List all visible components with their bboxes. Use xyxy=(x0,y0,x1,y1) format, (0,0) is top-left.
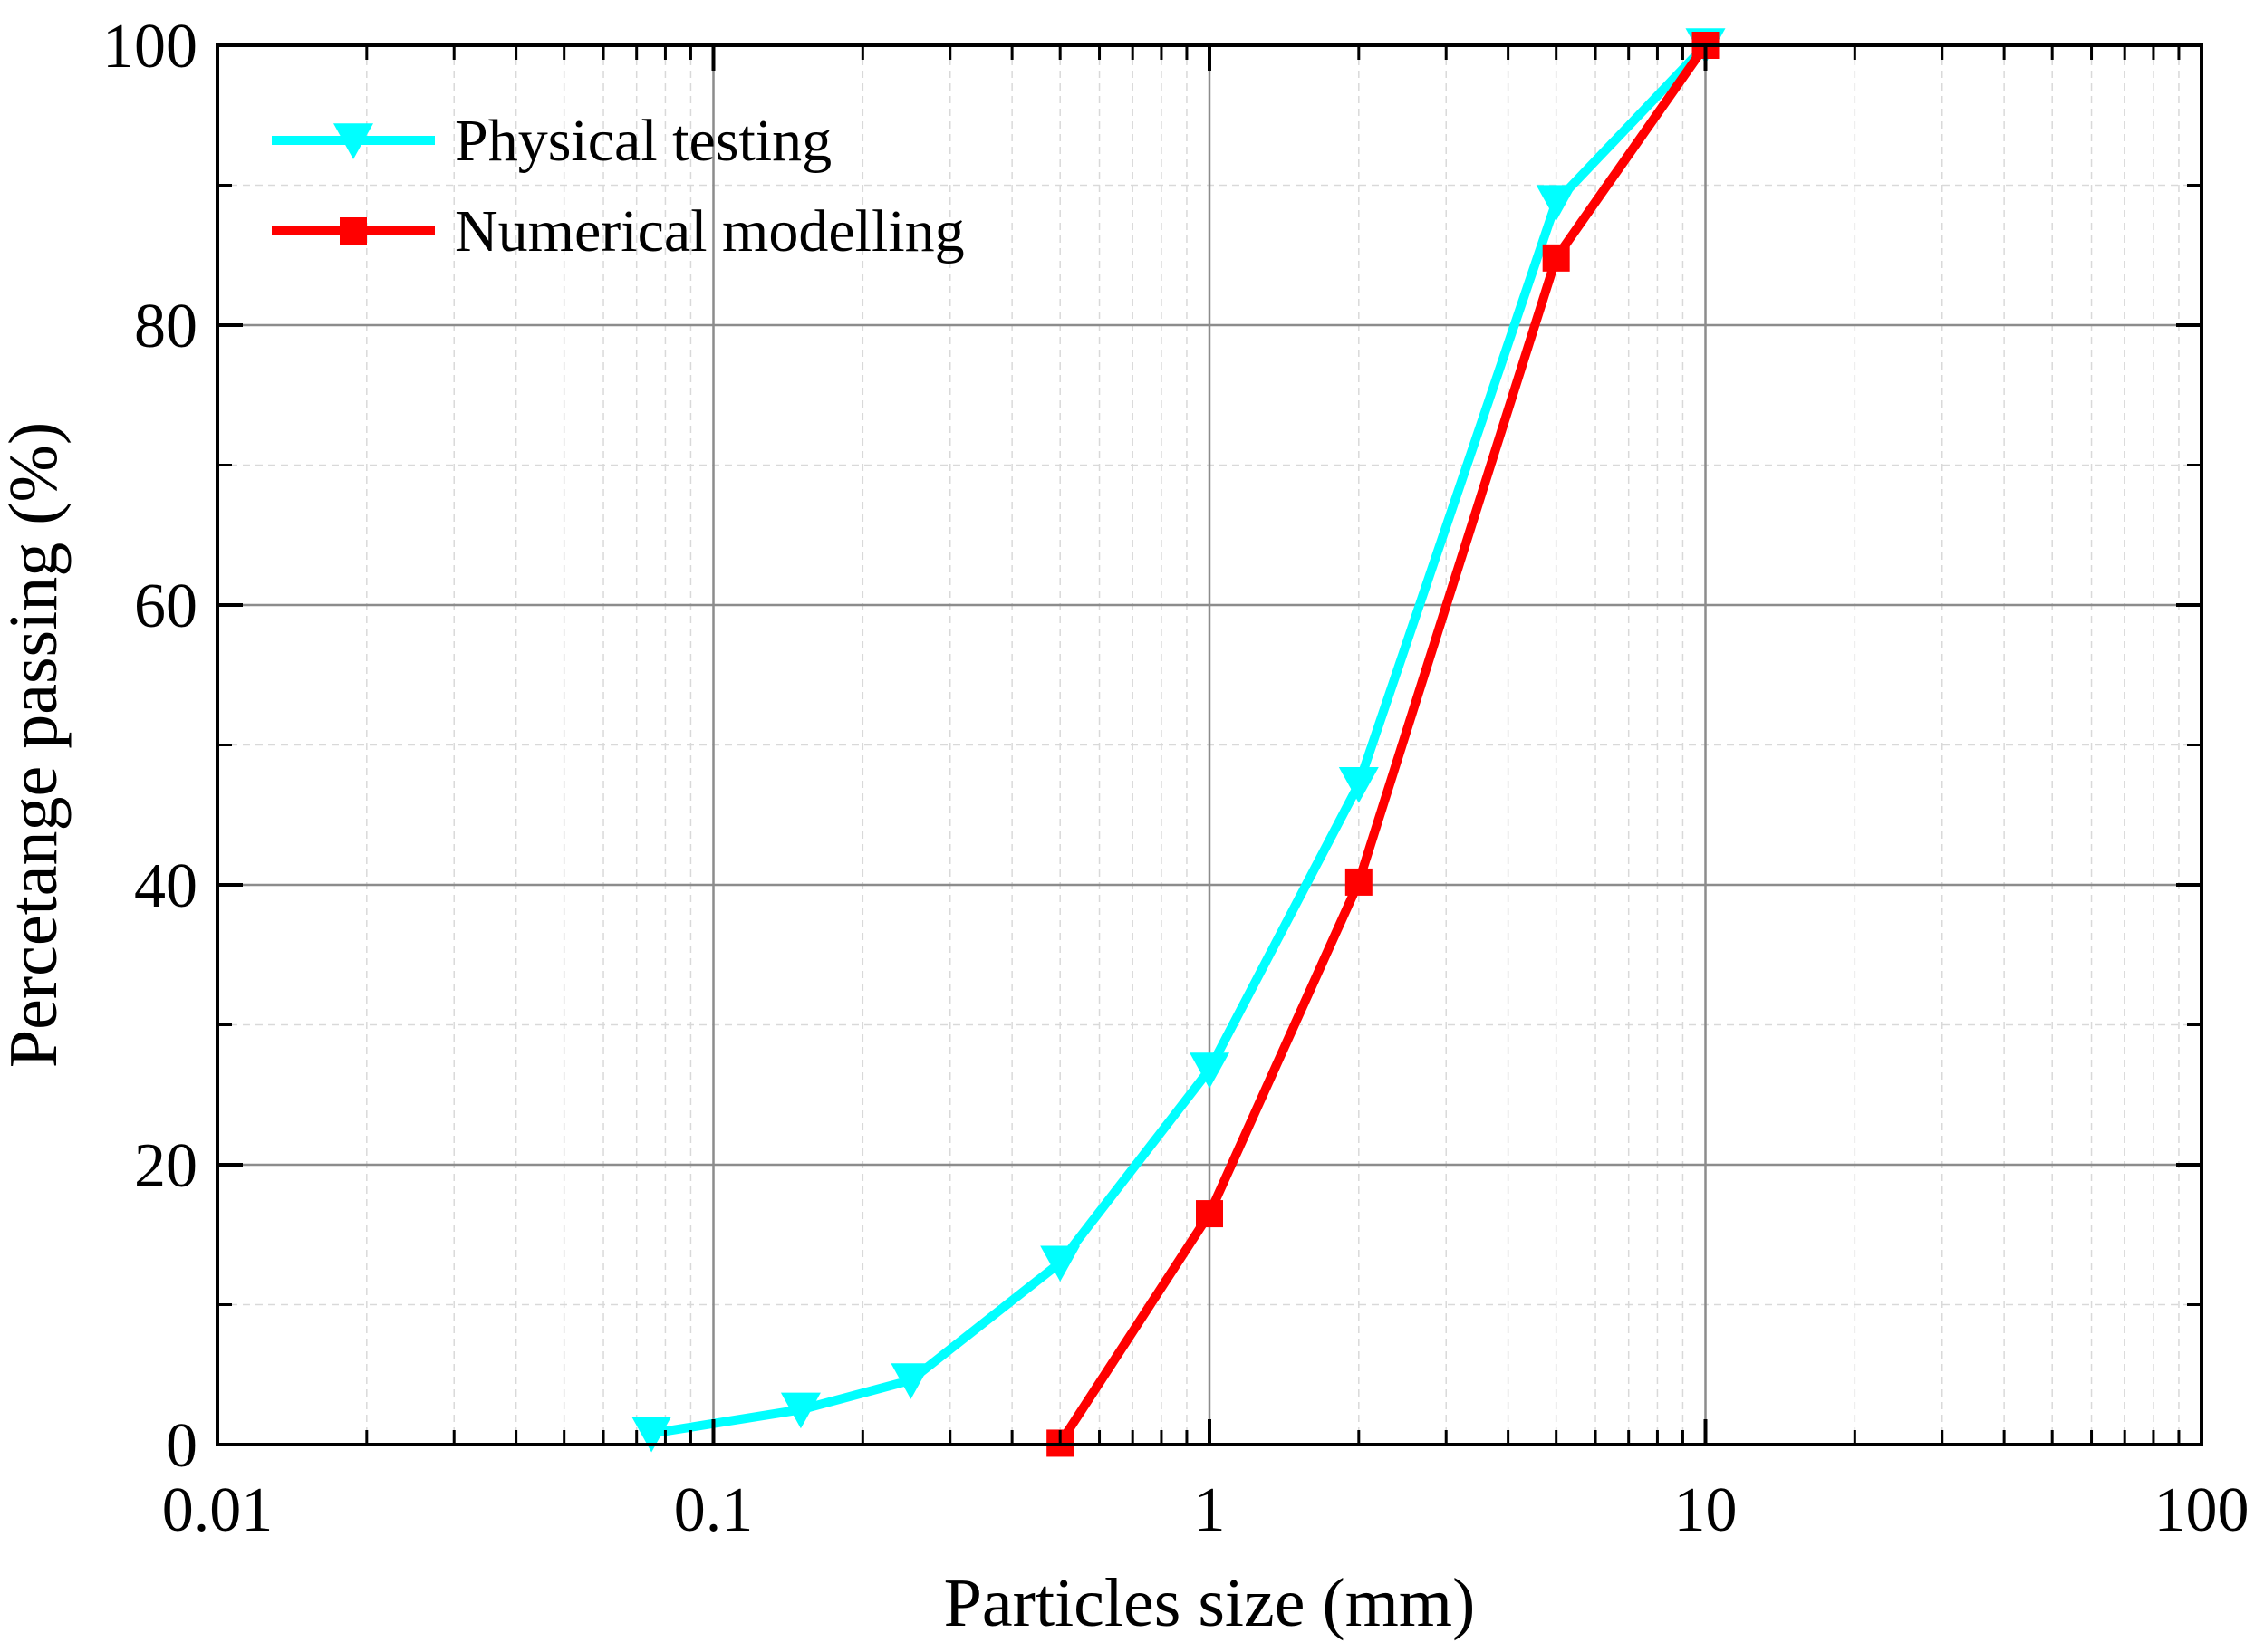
legend-marker xyxy=(333,123,373,159)
data-point xyxy=(891,1363,931,1399)
data-point xyxy=(1338,767,1379,803)
x-tick-label: 0.1 xyxy=(674,1475,754,1545)
legend: Physical testing Numerical modelling xyxy=(272,108,965,264)
x-tick-label: 1 xyxy=(1194,1475,1226,1545)
major-grid xyxy=(217,45,2201,1445)
legend-item: Physical testing xyxy=(272,108,832,174)
series-line xyxy=(1055,43,1710,1446)
y-tick-label: 60 xyxy=(134,571,197,641)
y-axis-title: Percetange passing (%) xyxy=(0,422,72,1068)
series-line xyxy=(650,42,1710,1438)
y-tick-label: 80 xyxy=(134,292,197,361)
tick-labels: 0.01 0.1 1 10 100 0 20 40 60 80 100 xyxy=(102,12,2250,1545)
y-tick-label: 40 xyxy=(134,851,197,921)
legend-label: Numerical modelling xyxy=(455,198,965,264)
y-tick-label: 100 xyxy=(102,12,197,82)
legend-marker xyxy=(340,217,367,245)
data-point xyxy=(1040,1245,1081,1282)
data-point xyxy=(1196,1200,1223,1228)
data-point xyxy=(631,1416,672,1453)
data-point xyxy=(1344,868,1373,896)
legend-label: Physical testing xyxy=(455,108,832,174)
x-axis-title: Particles size (mm) xyxy=(944,1565,1476,1641)
legend-item: Numerical modelling xyxy=(272,198,965,264)
series-numerical-modelling xyxy=(1046,32,1720,1457)
x-tick-label: 0.01 xyxy=(162,1475,274,1545)
y-tick-label: 0 xyxy=(166,1411,197,1481)
series-layer xyxy=(631,28,1726,1457)
data-point xyxy=(1542,244,1570,272)
x-tick-label: 100 xyxy=(2154,1475,2250,1545)
data-point xyxy=(1190,1052,1229,1089)
ticks-layer xyxy=(216,43,2203,1446)
x-tick-label: 10 xyxy=(1674,1475,1738,1545)
data-point xyxy=(1536,185,1576,221)
series-physical-testing xyxy=(631,28,1726,1453)
y-tick-label: 20 xyxy=(134,1131,197,1201)
data-point xyxy=(780,1392,821,1429)
